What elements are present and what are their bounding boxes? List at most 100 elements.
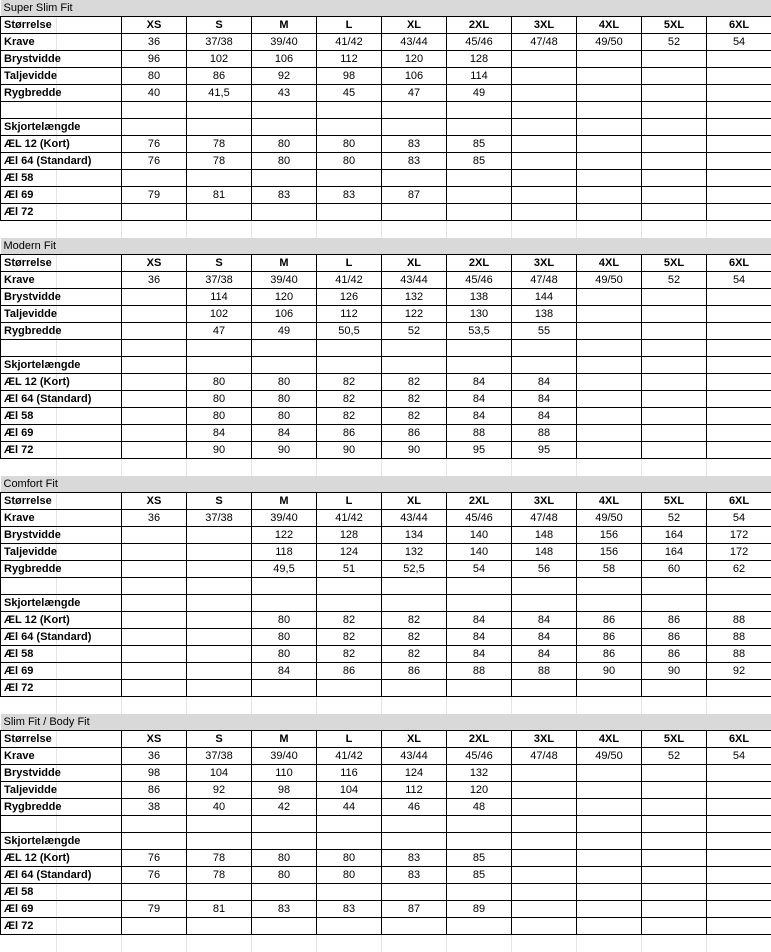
value-cell[interactable]: 114	[447, 68, 512, 85]
value-cell[interactable]: 98	[122, 765, 187, 782]
value-cell[interactable]: 82	[382, 629, 447, 646]
value-cell[interactable]: 83	[382, 136, 447, 153]
value-cell[interactable]	[512, 867, 577, 884]
value-cell[interactable]: 40	[122, 85, 187, 102]
value-cell[interactable]: 54	[707, 34, 771, 51]
empty-cell[interactable]	[512, 697, 577, 714]
value-cell[interactable]	[512, 680, 577, 697]
value-cell[interactable]	[382, 884, 447, 901]
value-cell[interactable]: 84	[447, 391, 512, 408]
value-cell[interactable]: 82	[382, 612, 447, 629]
value-cell[interactable]: 106	[382, 68, 447, 85]
row-label[interactable]: Æl 72	[1, 442, 122, 459]
empty-cell[interactable]	[707, 221, 771, 238]
value-cell[interactable]: 140	[447, 527, 512, 544]
value-cell[interactable]	[447, 680, 512, 697]
value-cell[interactable]: 85	[447, 867, 512, 884]
value-cell[interactable]: 43/44	[382, 748, 447, 765]
value-cell[interactable]	[707, 595, 771, 612]
empty-cell[interactable]	[317, 459, 382, 476]
value-cell[interactable]: 80	[122, 68, 187, 85]
value-cell[interactable]	[447, 884, 512, 901]
size-header-cell[interactable]: 3XL	[512, 255, 577, 272]
value-cell[interactable]: 88	[707, 629, 771, 646]
size-header-cell[interactable]: 6XL	[707, 17, 771, 34]
value-cell[interactable]: 130	[447, 306, 512, 323]
value-cell[interactable]	[642, 867, 707, 884]
row-label[interactable]: Æl 69	[1, 187, 122, 204]
row-label[interactable]: Størrelse	[1, 493, 122, 510]
value-cell[interactable]: 132	[447, 765, 512, 782]
value-cell[interactable]: 90	[382, 442, 447, 459]
empty-cell[interactable]	[317, 697, 382, 714]
size-header-cell[interactable]: L	[317, 731, 382, 748]
value-cell[interactable]: 88	[707, 646, 771, 663]
value-cell[interactable]	[577, 204, 642, 221]
value-cell[interactable]	[447, 340, 512, 357]
value-cell[interactable]	[512, 799, 577, 816]
value-cell[interactable]	[252, 884, 317, 901]
value-cell[interactable]: 52	[642, 510, 707, 527]
value-cell[interactable]	[577, 901, 642, 918]
value-cell[interactable]: 90	[187, 442, 252, 459]
value-cell[interactable]: 44	[317, 799, 382, 816]
value-cell[interactable]	[512, 85, 577, 102]
value-cell[interactable]: 83	[382, 867, 447, 884]
row-label[interactable]: Krave	[1, 34, 122, 51]
row-label[interactable]: ÆL 12 (Kort)	[1, 136, 122, 153]
value-cell[interactable]	[317, 204, 382, 221]
section-title[interactable]: Slim Fit / Body Fit	[1, 714, 771, 731]
value-cell[interactable]: 80	[187, 408, 252, 425]
value-cell[interactable]	[122, 289, 187, 306]
value-cell[interactable]	[187, 578, 252, 595]
value-cell[interactable]	[642, 153, 707, 170]
value-cell[interactable]: 128	[317, 527, 382, 544]
value-cell[interactable]	[512, 816, 577, 833]
size-header-cell[interactable]: XL	[382, 731, 447, 748]
value-cell[interactable]: 54	[707, 272, 771, 289]
value-cell[interactable]	[122, 119, 187, 136]
value-cell[interactable]: 92	[707, 663, 771, 680]
value-cell[interactable]	[512, 765, 577, 782]
value-cell[interactable]	[642, 204, 707, 221]
row-label[interactable]: Æl 58	[1, 170, 122, 187]
value-cell[interactable]: 128	[447, 51, 512, 68]
value-cell[interactable]	[382, 340, 447, 357]
value-cell[interactable]	[642, 170, 707, 187]
row-label[interactable]: Rygbredde	[1, 799, 122, 816]
empty-cell[interactable]	[317, 221, 382, 238]
size-header-cell[interactable]: 2XL	[447, 255, 512, 272]
value-cell[interactable]	[642, 51, 707, 68]
value-cell[interactable]: 82	[382, 374, 447, 391]
value-cell[interactable]: 86	[382, 425, 447, 442]
value-cell[interactable]: 84	[512, 391, 577, 408]
value-cell[interactable]: 84	[512, 612, 577, 629]
row-label[interactable]: Æl 69	[1, 663, 122, 680]
value-cell[interactable]	[577, 408, 642, 425]
value-cell[interactable]	[642, 833, 707, 850]
value-cell[interactable]: 156	[577, 527, 642, 544]
value-cell[interactable]: 88	[707, 612, 771, 629]
value-cell[interactable]: 80	[187, 374, 252, 391]
value-cell[interactable]	[512, 102, 577, 119]
row-label[interactable]: Æl 69	[1, 901, 122, 918]
value-cell[interactable]	[642, 374, 707, 391]
value-cell[interactable]	[642, 884, 707, 901]
value-cell[interactable]	[707, 85, 771, 102]
value-cell[interactable]	[187, 595, 252, 612]
empty-cell[interactable]	[122, 459, 187, 476]
value-cell[interactable]: 84	[447, 408, 512, 425]
value-cell[interactable]: 138	[512, 306, 577, 323]
empty-cell[interactable]	[252, 697, 317, 714]
empty-cell[interactable]	[252, 221, 317, 238]
value-cell[interactable]	[447, 187, 512, 204]
row-label[interactable]: Rygbredde	[1, 561, 122, 578]
value-cell[interactable]: 83	[252, 187, 317, 204]
value-cell[interactable]: 82	[317, 391, 382, 408]
value-cell[interactable]	[577, 442, 642, 459]
row-label[interactable]: Æl 72	[1, 204, 122, 221]
row-label[interactable]: Skjortelængde	[1, 357, 122, 374]
row-label[interactable]: Æl 72	[1, 918, 122, 935]
value-cell[interactable]	[642, 391, 707, 408]
row-label[interactable]: Krave	[1, 272, 122, 289]
